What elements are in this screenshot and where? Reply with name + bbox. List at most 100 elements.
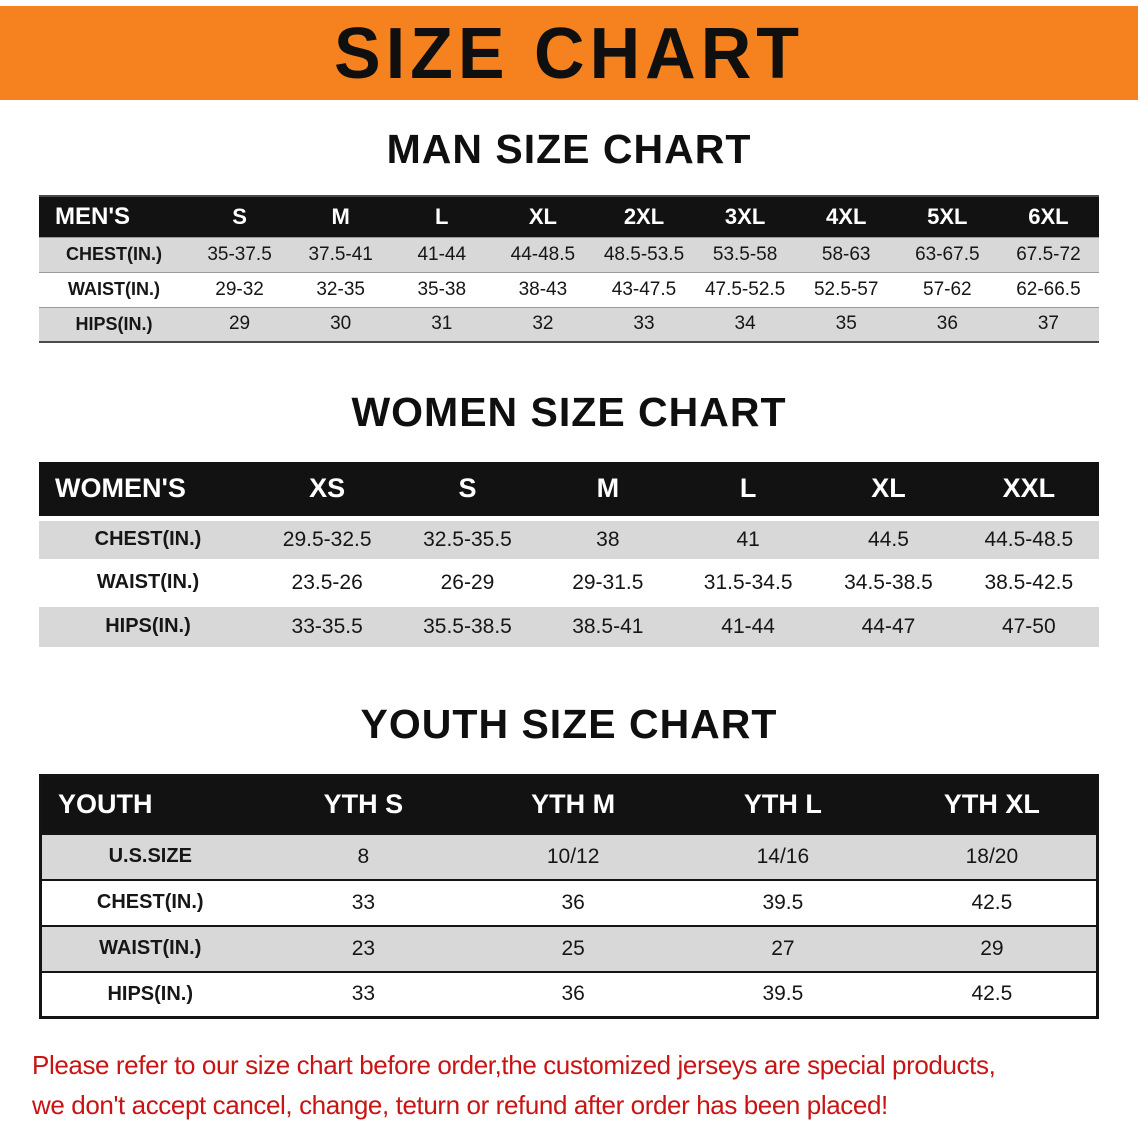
- size-column-header: XS: [257, 462, 398, 518]
- size-value-cell: 30: [330, 313, 352, 335]
- size-column-header: XL: [492, 196, 594, 237]
- size-column-header: YTH S: [258, 775, 469, 834]
- row-label: U.S.SIZE: [108, 845, 192, 867]
- size-value-cell: 33: [351, 982, 376, 1006]
- row-label: HIPS(IN.): [107, 982, 194, 1005]
- size-value-cell: 57-62: [923, 278, 972, 300]
- size-value-cell: 36: [561, 890, 585, 914]
- size-column-header: M: [290, 196, 392, 237]
- size-value-cell: 41-44: [417, 243, 467, 265]
- size-value-cell: 38: [596, 527, 620, 551]
- size-value-cell: 52.5-57: [813, 278, 879, 300]
- size-column-header: 4XL: [795, 196, 897, 237]
- size-value-cell: 14/16: [756, 844, 810, 868]
- table-corner-label: MEN'S: [39, 196, 189, 237]
- size-value-cell: 37.5-41: [308, 243, 373, 265]
- youth-section: YOUTH SIZE CHART YOUTH YTH S YTH M YTH L YTH…: [0, 701, 1138, 1019]
- disclaimer-line-1: Please refer to our size chart before or…: [32, 1050, 996, 1080]
- row-label: HIPS(IN.): [105, 615, 191, 638]
- table-row: HIPS(IN.) 29 30 31 32 33 34 35 36 37: [39, 307, 1099, 342]
- youth-size-table: YOUTH YTH S YTH M YTH L YTH XL U.S.SIZE 8 10/12…: [39, 774, 1099, 1019]
- table-corner-label: WOMEN'S: [39, 462, 257, 518]
- size-value-cell: 62-66.5: [1016, 278, 1081, 300]
- men-size-table: MEN'S S M L XL 2XL 3XL 4XL 5XL 6XL CHEST(IN.) 35-37…: [39, 195, 1099, 343]
- size-value-cell: 35: [835, 313, 857, 335]
- table-row: WAIST(IN.) 29-32 32-35 35-38 38-43 43-47.5 47.…: [39, 272, 1099, 307]
- size-value-cell: 8: [357, 844, 370, 868]
- table-header-row: WOMEN'S XS S M L XL XXL: [39, 462, 1099, 518]
- size-value-cell: 23: [351, 936, 376, 960]
- size-value-cell: 44.5: [868, 527, 909, 551]
- size-value-cell: 63-67.5: [915, 243, 980, 265]
- table-row: WAIST(IN.) 23.5-26 26-29 29-31.5 31.5-34.5 34…: [39, 561, 1099, 604]
- size-value-cell: 23.5-26: [291, 570, 363, 594]
- size-value-cell: 38.5-42.5: [984, 570, 1074, 594]
- size-value-cell: 53.5-58: [712, 243, 778, 265]
- size-value-cell: 39.5: [762, 982, 804, 1006]
- size-value-cell: 48.5-53.5: [603, 243, 685, 265]
- women-section-heading: WOMEN SIZE CHART: [351, 389, 787, 435]
- size-value-cell: 27: [771, 936, 795, 960]
- disclaimer: Please refer to our size chart before or…: [0, 1045, 1138, 1125]
- table-row: CHEST(IN.) 29.5-32.5 32.5-35.5 38 41 44.5 44.5…: [39, 518, 1099, 561]
- size-column-header: S: [189, 196, 291, 237]
- size-value-cell: 33-35.5: [291, 614, 363, 638]
- row-label: CHEST(IN.): [96, 891, 204, 913]
- size-value-cell: 47-50: [1001, 614, 1056, 638]
- table-header-row: MEN'S S M L XL 2XL 3XL 4XL 5XL 6XL: [39, 196, 1099, 237]
- table-row: HIPS(IN.) 33-35.5 35.5-38.5 38.5-41 41-44 44-…: [39, 604, 1099, 647]
- table-corner-label: YOUTH: [40, 775, 259, 834]
- size-column-header: 6XL: [997, 196, 1099, 237]
- size-value-cell: 39.5: [762, 890, 804, 914]
- size-value-cell: 44-47: [861, 614, 916, 638]
- table-row: WAIST(IN.) 23 25 27 29: [40, 925, 1098, 972]
- size-value-cell: 10/12: [546, 844, 600, 868]
- size-value-cell: 44-48.5: [510, 243, 576, 265]
- row-label: WAIST(IN.): [68, 279, 160, 299]
- size-column-header: YTH M: [468, 775, 678, 834]
- row-label: WAIST(IN.): [99, 937, 202, 959]
- size-value-cell: 58-63: [821, 243, 871, 265]
- size-value-cell: 29-31.5: [572, 570, 644, 594]
- banner: SIZE CHART: [0, 6, 1138, 100]
- size-value-cell: 32: [532, 313, 554, 335]
- size-column-header: YTH XL: [887, 775, 1098, 834]
- size-column-header: 5XL: [896, 196, 998, 237]
- size-value-cell: 33: [633, 313, 655, 335]
- size-value-cell: 34: [734, 313, 756, 335]
- size-value-cell: 41-44: [721, 614, 775, 638]
- size-value-cell: 18/20: [965, 844, 1019, 868]
- size-value-cell: 41: [736, 527, 760, 551]
- size-value-cell: 34.5-38.5: [844, 570, 933, 594]
- disclaimer-line-2: we don't accept cancel, change, teturn o…: [32, 1090, 888, 1120]
- size-value-cell: 42.5: [971, 982, 1013, 1006]
- size-value-cell: 29.5-32.5: [282, 527, 372, 551]
- size-value-cell: 31: [431, 313, 453, 335]
- size-value-cell: 32.5-35.5: [423, 527, 512, 551]
- size-value-cell: 36: [561, 982, 585, 1006]
- size-value-cell: 43-47.5: [611, 278, 677, 300]
- size-column-header: S: [397, 462, 538, 518]
- size-value-cell: 35-37.5: [207, 243, 272, 265]
- size-value-cell: 26-29: [440, 570, 495, 594]
- table-header-row: YOUTH YTH S YTH M YTH L YTH XL: [40, 775, 1098, 834]
- size-column-header: 3XL: [694, 196, 796, 237]
- size-value-cell: 32-35: [316, 278, 365, 300]
- size-value-cell: 38-43: [518, 278, 568, 300]
- size-value-cell: 33: [351, 890, 376, 914]
- page-title: SIZE CHART: [334, 12, 804, 94]
- women-section: WOMEN SIZE CHART WOMEN'S XS S M L XL XXL CHEST(…: [0, 389, 1138, 647]
- size-value-cell: 29-32: [215, 278, 264, 300]
- size-column-header: YTH L: [678, 775, 888, 834]
- size-value-cell: 44.5-48.5: [984, 527, 1074, 551]
- size-value-cell: 38.5-41: [572, 614, 644, 638]
- size-column-header: L: [391, 196, 493, 237]
- size-value-cell: 35.5-38.5: [423, 614, 512, 638]
- size-value-cell: 25: [561, 936, 585, 960]
- size-value-cell: 29: [228, 313, 251, 335]
- row-label: HIPS(IN.): [75, 313, 153, 334]
- table-row: CHEST(IN.) 35-37.5 37.5-41 41-44 44-48.5 48.5…: [39, 237, 1099, 272]
- size-value-cell: 36: [936, 313, 958, 335]
- table-row: HIPS(IN.) 33 36 39.5 42.5: [40, 971, 1098, 1018]
- size-value-cell: 29: [980, 936, 1004, 960]
